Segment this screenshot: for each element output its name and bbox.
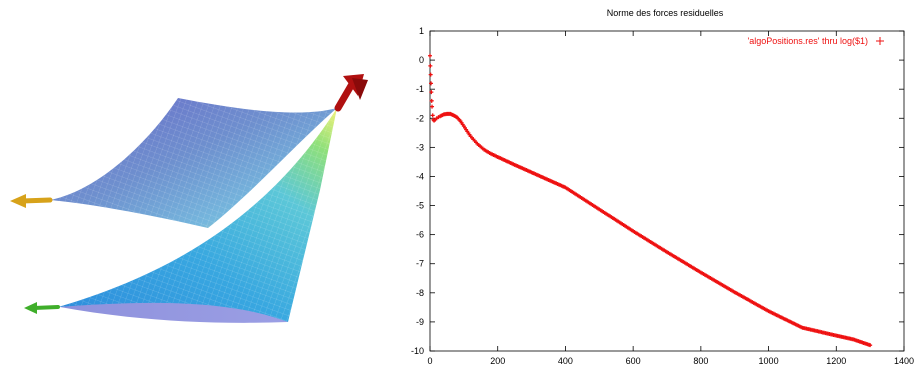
chart: Norme des forces residuelles 1 0 -1 -2 -3 -4 -… [411, 8, 914, 366]
y-tick-label: -6 [416, 230, 424, 240]
y-tick-label: -3 [416, 142, 424, 152]
y-axis: 1 0 -1 -2 -3 -4 -5 -6 -7 -8 -9 -10 [411, 26, 904, 356]
data-point [428, 72, 433, 77]
red-arrow-icon [334, 74, 368, 112]
y-tick-label: 1 [419, 26, 424, 36]
data-point [429, 81, 434, 86]
data-point [428, 63, 433, 68]
y-tick-label: -4 [416, 171, 424, 181]
y-tick-label: -10 [411, 346, 424, 356]
x-tick-label: 200 [490, 356, 505, 366]
x-tick-label: 0 [427, 356, 432, 366]
x-tick-label: 800 [693, 356, 708, 366]
legend-label: 'algoPositions.res' thru log($1) [748, 36, 869, 46]
chart-title: Norme des forces residuelles [607, 8, 724, 18]
y-tick-label: -7 [416, 259, 424, 269]
x-axis: 0 200 400 600 800 1000 1200 1400 [427, 31, 914, 366]
data-point [428, 53, 432, 58]
x-tick-label: 1400 [894, 356, 914, 366]
y-tick-label: -9 [416, 317, 424, 327]
data-point [868, 343, 873, 348]
x-tick-label: 400 [558, 356, 573, 366]
data-point [429, 98, 434, 103]
y-tick-label: -8 [416, 288, 424, 298]
y-tick-label: -2 [416, 113, 424, 123]
y-tick-label: -5 [416, 201, 424, 211]
data-point [430, 113, 435, 118]
plot-frame [429, 30, 905, 352]
data-point [429, 90, 434, 95]
green-arrow-icon [24, 302, 60, 314]
x-tick-label: 600 [626, 356, 641, 366]
data-point [430, 104, 435, 109]
legend-marker [876, 37, 884, 45]
series-points [428, 53, 873, 348]
y-tick-label: -1 [416, 84, 424, 94]
x-tick-label: 1200 [826, 356, 846, 366]
legend: 'algoPositions.res' thru log($1) [748, 36, 884, 46]
mesh-illustration [10, 74, 368, 323]
yellow-arrow-icon [10, 194, 53, 208]
y-tick-label: 0 [419, 55, 424, 65]
x-tick-label: 1000 [759, 356, 779, 366]
